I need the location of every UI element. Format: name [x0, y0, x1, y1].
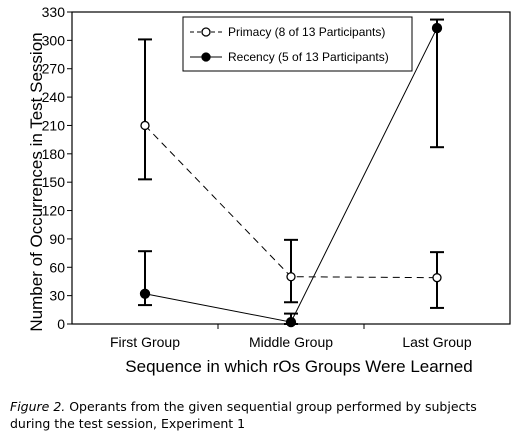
x-tick-label: First Group: [110, 334, 180, 350]
legend-label: Recency (5 of 13 Participants): [228, 50, 389, 64]
x-axis-label: Sequence in which rOs Groups Were Learne…: [125, 357, 472, 376]
caption-text: Operants from the given sequential group…: [10, 399, 477, 431]
figure-label: Figure 2.: [10, 399, 66, 414]
legend: Primacy (8 of 13 Participants) Recency (5…: [182, 16, 413, 72]
y-tick-label: 90: [49, 231, 65, 247]
series-1: [138, 38, 444, 309]
y-tick-label: 240: [42, 89, 66, 105]
y-tick-label: 210: [42, 117, 66, 133]
legend-label: Primacy (8 of 13 Participants): [228, 25, 385, 39]
y-tick-label: 300: [42, 32, 66, 48]
y-tick-label: 60: [49, 259, 65, 275]
chart: 0 30 60 90 120 150 180 210 240 270 300 330 First Gr…: [27, 4, 511, 376]
y-tick-label: 150: [42, 174, 66, 190]
y-tick-label: 0: [57, 316, 65, 332]
figure-caption: Figure 2. Operants from the given sequen…: [10, 398, 520, 432]
x-axis-ticks: First Group Middle Group Last Group: [110, 324, 472, 350]
chart-series: [138, 18, 444, 328]
y-tick-label: 180: [42, 146, 66, 162]
data-point: [431, 22, 443, 34]
x-tick-label: Last Group: [402, 334, 471, 350]
data-point: [285, 316, 297, 328]
y-tick-label: 30: [49, 288, 65, 304]
x-tick-label: Middle Group: [249, 334, 333, 350]
data-point: [139, 288, 151, 299]
y-axis-ticks: 0 30 60 90 120 150 180 210 240 270 300 330: [42, 4, 72, 332]
y-axis-label: Number of Occurrences in Test Session: [27, 32, 46, 331]
data-point: [286, 272, 296, 282]
y-tick-label: 120: [42, 203, 66, 219]
data-point: [140, 120, 150, 131]
legend-marker: [201, 27, 211, 37]
data-point: [432, 273, 442, 283]
y-tick-label: 270: [42, 61, 66, 77]
series-2: [138, 18, 444, 328]
legend-marker: [201, 52, 211, 62]
y-tick-label: 330: [42, 4, 66, 20]
legend-box: [182, 16, 413, 72]
